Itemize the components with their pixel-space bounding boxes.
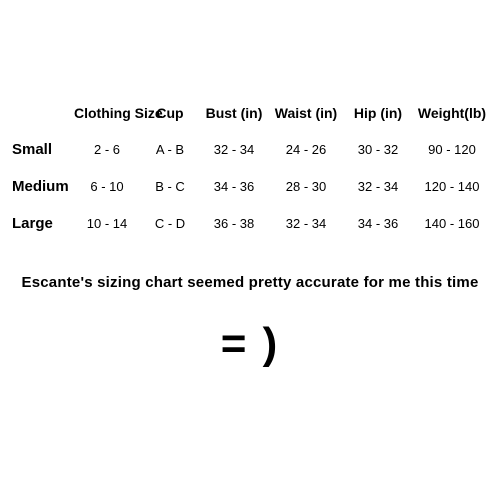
table-row: Large 10 - 14 C - D 36 - 38 32 - 34 34 -… — [12, 205, 490, 242]
sizing-table: Clothing Size Cup Bust (in) Waist (in) H… — [12, 105, 490, 242]
cell-clothing: 10 - 14 — [72, 205, 142, 242]
cell-waist: 24 - 26 — [270, 131, 342, 168]
col-header-bust: Bust (in) — [198, 105, 270, 131]
table-header-row: Clothing Size Cup Bust (in) Waist (in) H… — [12, 105, 490, 131]
cell-clothing: 6 - 10 — [72, 168, 142, 205]
cell-cup: C - D — [142, 205, 198, 242]
cell-sizename: Small — [12, 131, 72, 168]
cell-hip: 30 - 32 — [342, 131, 414, 168]
cell-bust: 32 - 34 — [198, 131, 270, 168]
col-header-clothing: Clothing Size — [72, 105, 142, 131]
col-header-waist: Waist (in) — [270, 105, 342, 131]
cell-weight: 120 - 140 — [414, 168, 490, 205]
cell-cup: A - B — [142, 131, 198, 168]
cell-bust: 36 - 38 — [198, 205, 270, 242]
caption-text: Escante's sizing chart seemed pretty acc… — [0, 274, 500, 291]
cell-waist: 28 - 30 — [270, 168, 342, 205]
cell-weight: 140 - 160 — [414, 205, 490, 242]
table-row: Small 2 - 6 A - B 32 - 34 24 - 26 30 - 3… — [12, 131, 490, 168]
table-row: Medium 6 - 10 B - C 34 - 36 28 - 30 32 -… — [12, 168, 490, 205]
cell-hip: 34 - 36 — [342, 205, 414, 242]
col-header-weight: Weight(lb) — [414, 105, 490, 131]
cell-cup: B - C — [142, 168, 198, 205]
col-header-sizename — [12, 105, 72, 131]
cell-waist: 32 - 34 — [270, 205, 342, 242]
smiley-icon: = ) — [0, 319, 500, 369]
cell-clothing: 2 - 6 — [72, 131, 142, 168]
cell-weight: 90 - 120 — [414, 131, 490, 168]
col-header-hip: Hip (in) — [342, 105, 414, 131]
cell-sizename: Medium — [12, 168, 72, 205]
page: Clothing Size Cup Bust (in) Waist (in) H… — [0, 0, 500, 500]
cell-sizename: Large — [12, 205, 72, 242]
cell-hip: 32 - 34 — [342, 168, 414, 205]
cell-bust: 34 - 36 — [198, 168, 270, 205]
